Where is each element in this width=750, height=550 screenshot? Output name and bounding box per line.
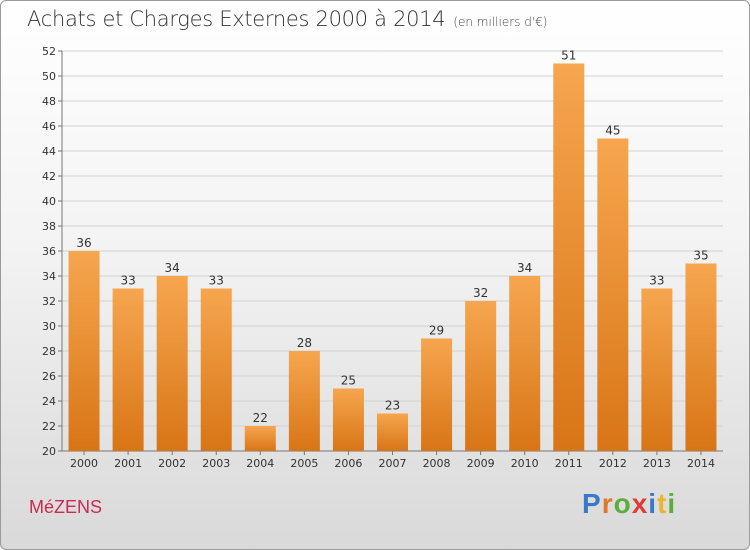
x-tick-label: 2007 [379, 457, 407, 470]
data-label: 32 [473, 286, 488, 300]
y-tick-label: 48 [42, 95, 56, 108]
x-tick-label: 2011 [555, 457, 583, 470]
x-tick-label: 2012 [599, 457, 627, 470]
bar-2006 [332, 388, 364, 451]
bar-2007 [377, 413, 408, 451]
bar-2005 [288, 351, 320, 451]
chart-subtitle: (en milliers d'€) [453, 15, 548, 29]
y-tick-label: 42 [42, 170, 56, 183]
data-label: 33 [209, 274, 224, 288]
data-label: 34 [165, 261, 180, 275]
y-tick-label: 38 [42, 220, 56, 233]
y-tick-label: 52 [42, 45, 56, 58]
y-tick-label: 50 [42, 70, 56, 83]
y-tick-label: 40 [42, 195, 56, 208]
x-tick-label: 2001 [114, 457, 142, 470]
data-label: 33 [120, 274, 135, 288]
x-tick-label: 2008 [423, 457, 451, 470]
x-tick-label: 2004 [246, 457, 274, 470]
bar-2002 [156, 276, 188, 451]
data-label: 51 [561, 49, 576, 63]
data-label: 35 [693, 249, 708, 263]
x-tick-label: 2000 [70, 457, 98, 470]
data-label: 45 [605, 124, 620, 138]
data-label: 34 [517, 261, 532, 275]
data-label: 23 [385, 399, 400, 413]
y-tick-label: 22 [42, 420, 56, 433]
y-tick-label: 44 [42, 145, 56, 158]
bar-2009 [465, 301, 497, 451]
bar-2001 [112, 288, 144, 451]
y-tick-label: 26 [42, 370, 56, 383]
data-label: 36 [76, 236, 91, 250]
bar-2013 [641, 288, 673, 451]
bar-2003 [200, 288, 232, 451]
bar-2014 [685, 263, 717, 451]
x-tick-label: 2014 [687, 457, 715, 470]
data-label: 25 [341, 374, 356, 388]
y-tick-label: 36 [42, 245, 56, 258]
y-tick-label: 28 [42, 345, 56, 358]
bar-2000 [68, 251, 100, 451]
bar-2010 [509, 276, 541, 451]
x-tick-label: 2006 [334, 457, 362, 470]
commune-name: MéZENS [29, 497, 103, 517]
data-label: 22 [253, 411, 268, 425]
x-tick-label: 2002 [158, 457, 186, 470]
proxiti-logo: Proxiti [582, 488, 677, 519]
y-tick-label: 32 [42, 295, 56, 308]
bar-2004 [244, 426, 276, 451]
x-tick-label: 2005 [290, 457, 318, 470]
y-tick-label: 24 [42, 395, 56, 408]
x-tick-label: 2003 [202, 457, 230, 470]
bar-2012 [597, 138, 629, 451]
bar-2011 [553, 63, 585, 451]
x-tick-label: 2010 [511, 457, 539, 470]
chart-title: Achats et Charges Externes 2000 à 2014 (e… [27, 7, 548, 31]
data-label: 33 [649, 274, 664, 288]
y-tick-label: 20 [42, 445, 56, 458]
x-tick-label: 2013 [643, 457, 671, 470]
bar-2008 [421, 338, 453, 451]
data-label: 28 [297, 336, 312, 350]
y-tick-label: 46 [42, 120, 56, 133]
data-label: 29 [429, 324, 444, 338]
x-tick-label: 2009 [467, 457, 495, 470]
y-tick-label: 34 [42, 270, 56, 283]
y-tick-label: 30 [42, 320, 56, 333]
